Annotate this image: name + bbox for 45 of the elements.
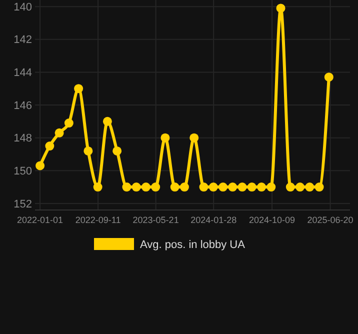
point xyxy=(132,182,141,192)
point xyxy=(208,182,218,192)
point xyxy=(160,133,170,142)
point xyxy=(190,133,199,142)
point xyxy=(180,182,189,192)
point xyxy=(122,182,132,192)
y-tick-label: 140 xyxy=(14,1,32,14)
point xyxy=(112,146,122,156)
point xyxy=(199,182,208,192)
x-tick-label: 2022-09-11 xyxy=(75,215,121,225)
point xyxy=(238,182,247,192)
point xyxy=(257,182,266,192)
x-tick-label: 2024-10-09 xyxy=(249,215,296,225)
point xyxy=(54,128,64,138)
x-tick-label: 2025-06-20 xyxy=(307,215,354,225)
y-tick-label: 146 xyxy=(14,100,32,112)
point xyxy=(170,182,180,192)
point xyxy=(218,182,228,192)
point xyxy=(324,72,334,82)
point xyxy=(296,182,305,192)
legend-label: Avg. pos. in lobby UA xyxy=(140,238,246,251)
point xyxy=(64,118,74,128)
point xyxy=(36,161,45,170)
point xyxy=(305,182,314,192)
point xyxy=(314,182,324,192)
x-tick-label: 2022-01-01 xyxy=(17,215,64,225)
point xyxy=(151,182,160,192)
y-tick-label: 152 xyxy=(14,198,32,210)
y-tick-label: 148 xyxy=(14,132,32,145)
point xyxy=(141,182,150,192)
point xyxy=(228,182,238,192)
point xyxy=(286,182,295,192)
point xyxy=(84,146,93,156)
y-tick-label: 144 xyxy=(14,67,32,80)
point xyxy=(276,4,286,13)
point xyxy=(266,182,276,192)
point xyxy=(102,116,112,126)
x-tick-label: 2024-01-28 xyxy=(190,215,237,225)
point xyxy=(247,182,256,192)
point xyxy=(74,84,84,94)
point xyxy=(93,182,102,192)
y-tick-label: 150 xyxy=(14,165,32,178)
point xyxy=(45,142,54,151)
y-tick-label: 142 xyxy=(14,34,32,46)
x-tick-label: 2023-05-21 xyxy=(132,215,179,225)
